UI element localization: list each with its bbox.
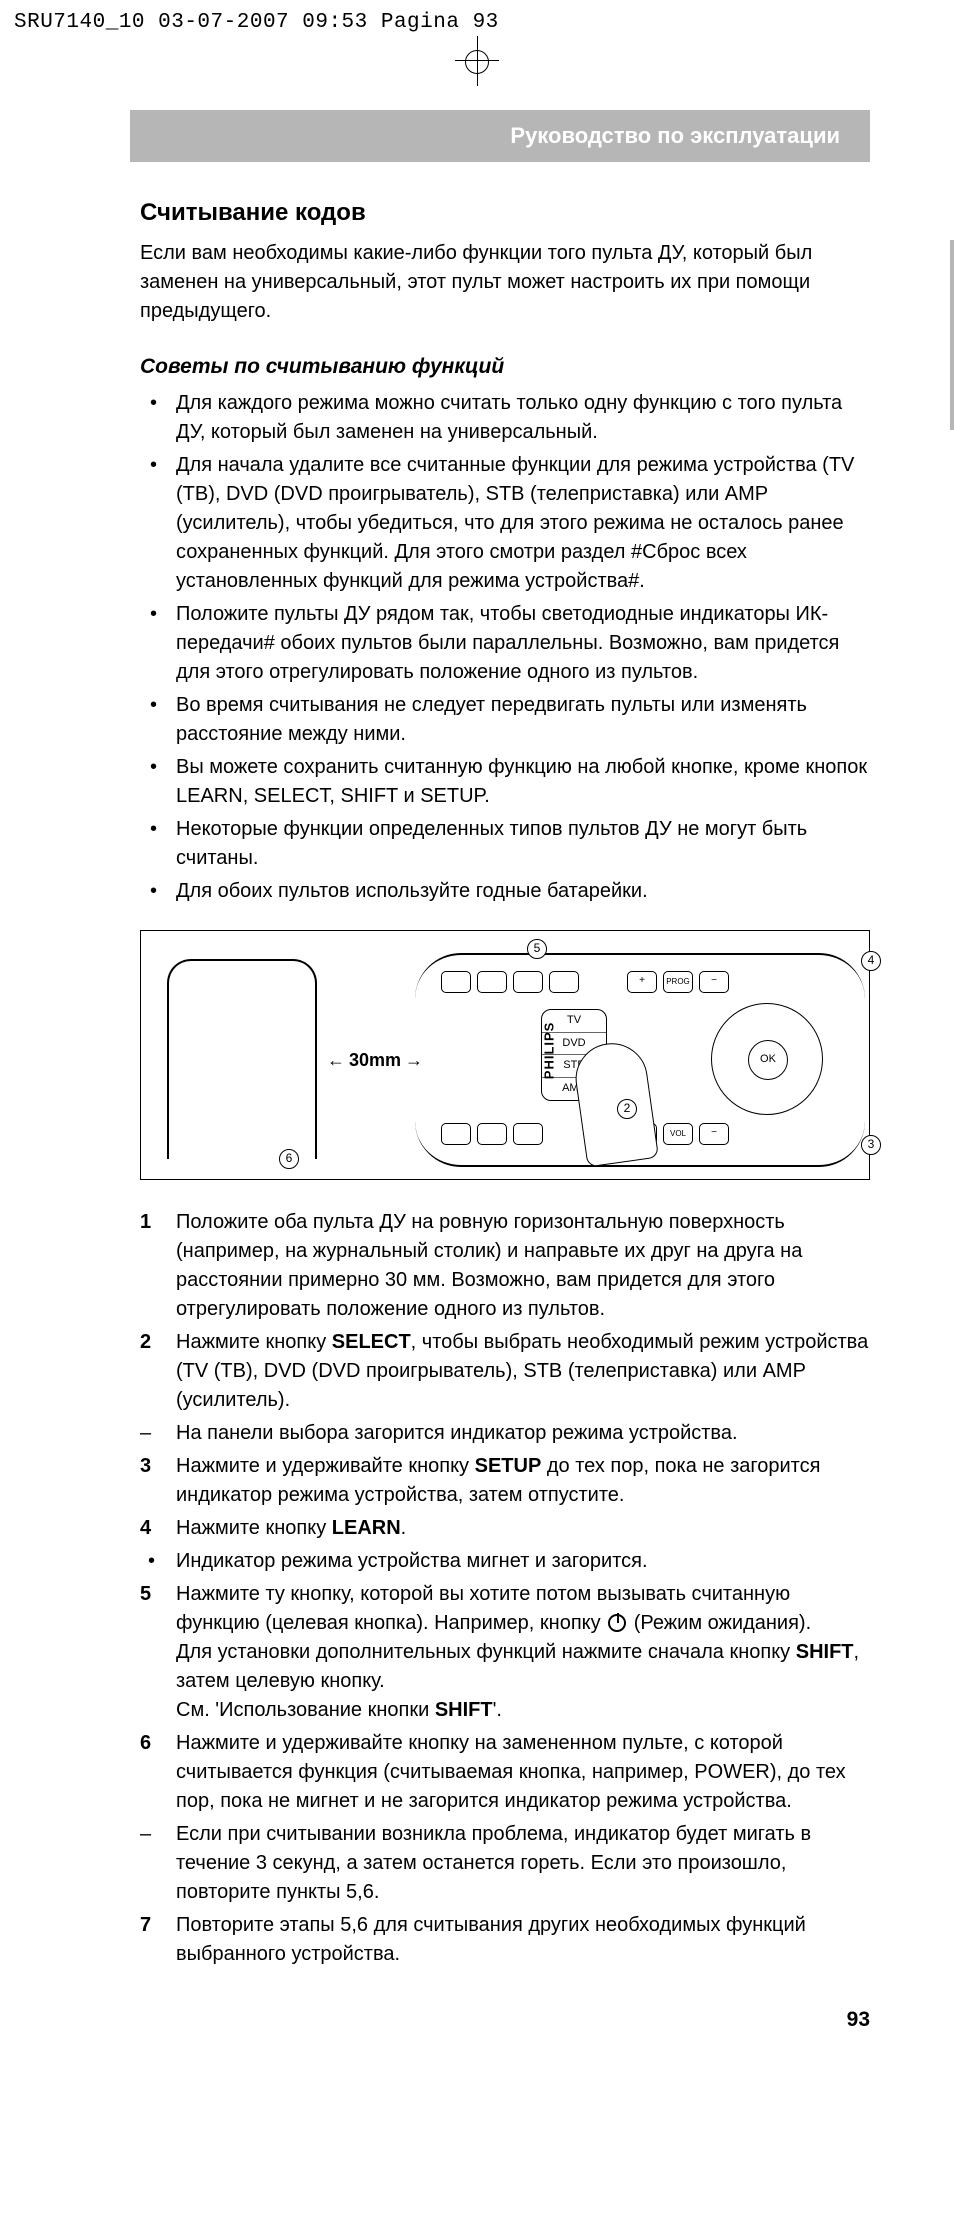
steps-list: Положите оба пульта ДУ на ровную горизон… bbox=[140, 1208, 870, 1969]
step-7: Повторите этапы 5,6 для считывания други… bbox=[140, 1911, 870, 1969]
callout-4: 4 bbox=[861, 951, 881, 971]
tip-item: Во время считывания не следует передвига… bbox=[140, 691, 870, 749]
ok-nav-ring: OK bbox=[711, 1003, 823, 1115]
step-6: Нажмите и удерживайте кнопку на замененн… bbox=[140, 1729, 870, 1816]
step-4-note: Индикатор режима устройства мигнет и заг… bbox=[140, 1547, 870, 1576]
ok-button: OK bbox=[748, 1040, 788, 1080]
distance-label: 30mm bbox=[327, 1047, 423, 1073]
top-button-row bbox=[441, 971, 579, 993]
language-tab: Русский bbox=[950, 240, 954, 430]
page-number: 93 bbox=[0, 1973, 954, 2075]
section-intro: Если вам необходимы какие-либо функции т… bbox=[140, 239, 870, 326]
header-bar: Руководство по эксплуатации bbox=[130, 110, 870, 162]
callout-2: 2 bbox=[617, 1099, 637, 1119]
tip-item: Некоторые функции определенных типов пул… bbox=[140, 815, 870, 873]
callout-6: 6 bbox=[279, 1149, 299, 1169]
callout-5: 5 bbox=[527, 939, 547, 959]
step-5: Нажмите ту кнопку, которой вы хотите пот… bbox=[140, 1580, 870, 1725]
brand-label: PHILIPS bbox=[541, 1021, 560, 1079]
step-3: Нажмите и удерживайте кнопку SETUP до те… bbox=[140, 1452, 870, 1510]
tips-list: Для каждого режима можно считать только … bbox=[140, 389, 870, 906]
tip-item: Для начала удалите все считанные функции… bbox=[140, 451, 870, 596]
tip-item: Для обоих пультов используйте годные бат… bbox=[140, 877, 870, 906]
step-2-note: На панели выбора загорится индикатор реж… bbox=[140, 1419, 870, 1448]
tip-item: Для каждого режима можно считать только … bbox=[140, 389, 870, 447]
tip-item: Положите пульты ДУ рядом так, чтобы свет… bbox=[140, 600, 870, 687]
section-title: Считывание кодов bbox=[140, 196, 870, 231]
tips-title: Советы по считыванию функций bbox=[140, 352, 870, 382]
crop-mark-top bbox=[0, 42, 954, 82]
step-1: Положите оба пульта ДУ на ровную горизон… bbox=[140, 1208, 870, 1324]
power-icon bbox=[608, 1614, 626, 1632]
prog-buttons: +PROG− bbox=[627, 971, 729, 993]
step-6-note: Если при считывании возникла проблема, и… bbox=[140, 1820, 870, 1907]
callout-3: 3 bbox=[861, 1135, 881, 1155]
remote-diagram: +PROG− +VOL− TV DVD STB AMP OK PHILIPS 3… bbox=[140, 930, 870, 1180]
remote-original-outline bbox=[167, 959, 317, 1159]
step-2: Нажмите кнопку SELECT, чтобы выбрать нео… bbox=[140, 1328, 870, 1415]
tip-item: Вы можете сохранить считанную функцию на… bbox=[140, 753, 870, 811]
step-4: Нажмите кнопку LEARN. bbox=[140, 1514, 870, 1543]
bottom-button-row bbox=[441, 1123, 543, 1145]
